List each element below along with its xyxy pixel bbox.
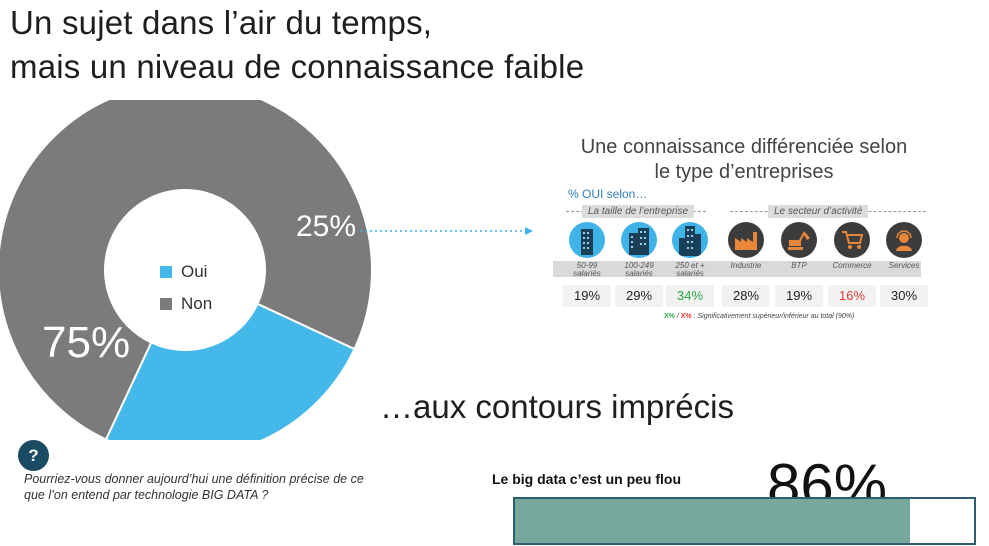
category-commerce: Commerce (823, 222, 881, 270)
category-label-100-249: 100-249 salariés (624, 261, 654, 278)
legend-swatch-non (160, 298, 172, 310)
panel-title-line-2: le type d’entreprises (654, 161, 834, 183)
category-industrie: Industrie (717, 222, 775, 270)
dotted-arrow (360, 227, 533, 235)
value-commerce: 16% (828, 285, 876, 307)
headset-icon (886, 222, 922, 258)
legend-label-oui: Oui (181, 262, 208, 281)
group-header-sector: Le secteur d’activité (730, 205, 926, 218)
value-industrie: 28% (722, 285, 770, 307)
category-label-250-plus: 250 et + salariés (675, 261, 705, 278)
section-title: …aux contours imprécis (380, 388, 734, 425)
donut-slice-oui (104, 302, 356, 440)
value-services: 30% (880, 285, 928, 307)
bar-category-label: Le big data c’est un peu flou (492, 471, 682, 487)
value-250-plus: 34% (666, 285, 714, 307)
category-100-249: 100-249 salariés (610, 222, 668, 278)
note-separator: / (674, 313, 681, 320)
legend-item-oui: Oui (160, 262, 207, 282)
factory-icon (728, 222, 764, 258)
data-label-non: 75% (42, 318, 131, 367)
significance-note: X% / X% : Significativement supérieur/in… (664, 313, 854, 320)
note-green-mark: X% (664, 313, 675, 320)
question-icon: ? (18, 440, 49, 471)
skyscraper-icon (672, 222, 708, 258)
bar-fill (515, 499, 910, 543)
legend-swatch-oui (160, 266, 172, 278)
donut-slice-non (0, 100, 373, 440)
office-building-icon (621, 222, 657, 258)
bar-track (513, 497, 976, 545)
page-title-line-1: Un sujet dans l’air du temps, (10, 4, 433, 41)
value-100-249: 29% (615, 285, 663, 307)
question-text: Pourriez-vous donner aujourd’hui une déf… (24, 472, 364, 502)
value-btp: 19% (775, 285, 823, 307)
category-50-99: 50-99 salariés (558, 222, 616, 278)
shopping-cart-icon (834, 222, 870, 258)
category-btp: BTP (770, 222, 828, 270)
panel-subtitle: % OUI selon… (568, 187, 648, 201)
note-red-mark: X% (680, 313, 692, 320)
category-label-50-99: 50-99 salariés (573, 261, 601, 278)
group-label-size: La taille de l’entreprise (582, 205, 695, 218)
donut-chart (0, 100, 373, 440)
category-label-btp: BTP (791, 261, 807, 270)
value-50-99: 19% (563, 285, 611, 307)
data-label-oui: 25% (296, 210, 357, 243)
category-250-plus: 250 et + salariés (661, 222, 719, 278)
group-label-sector: Le secteur d’activité (768, 205, 869, 218)
category-label-services: Services (888, 261, 920, 270)
category-label-band (553, 261, 921, 277)
group-header-size: La taille de l’entreprise (566, 205, 706, 218)
legend-item-non: Non (160, 294, 212, 314)
legend-label-non: Non (181, 294, 213, 313)
panel-title-line-1: Une connaissance différenciée selon (580, 136, 908, 158)
note-text: : Significativement supérieur/inférieur … (691, 313, 855, 320)
category-label-commerce: Commerce (832, 261, 872, 270)
category-services: Services (875, 222, 933, 270)
excavator-icon (781, 222, 817, 258)
category-label-industrie: Industrie (730, 261, 762, 270)
building-icon (569, 222, 605, 258)
page-title-line-2: mais un niveau de connaissance faible (10, 48, 585, 85)
